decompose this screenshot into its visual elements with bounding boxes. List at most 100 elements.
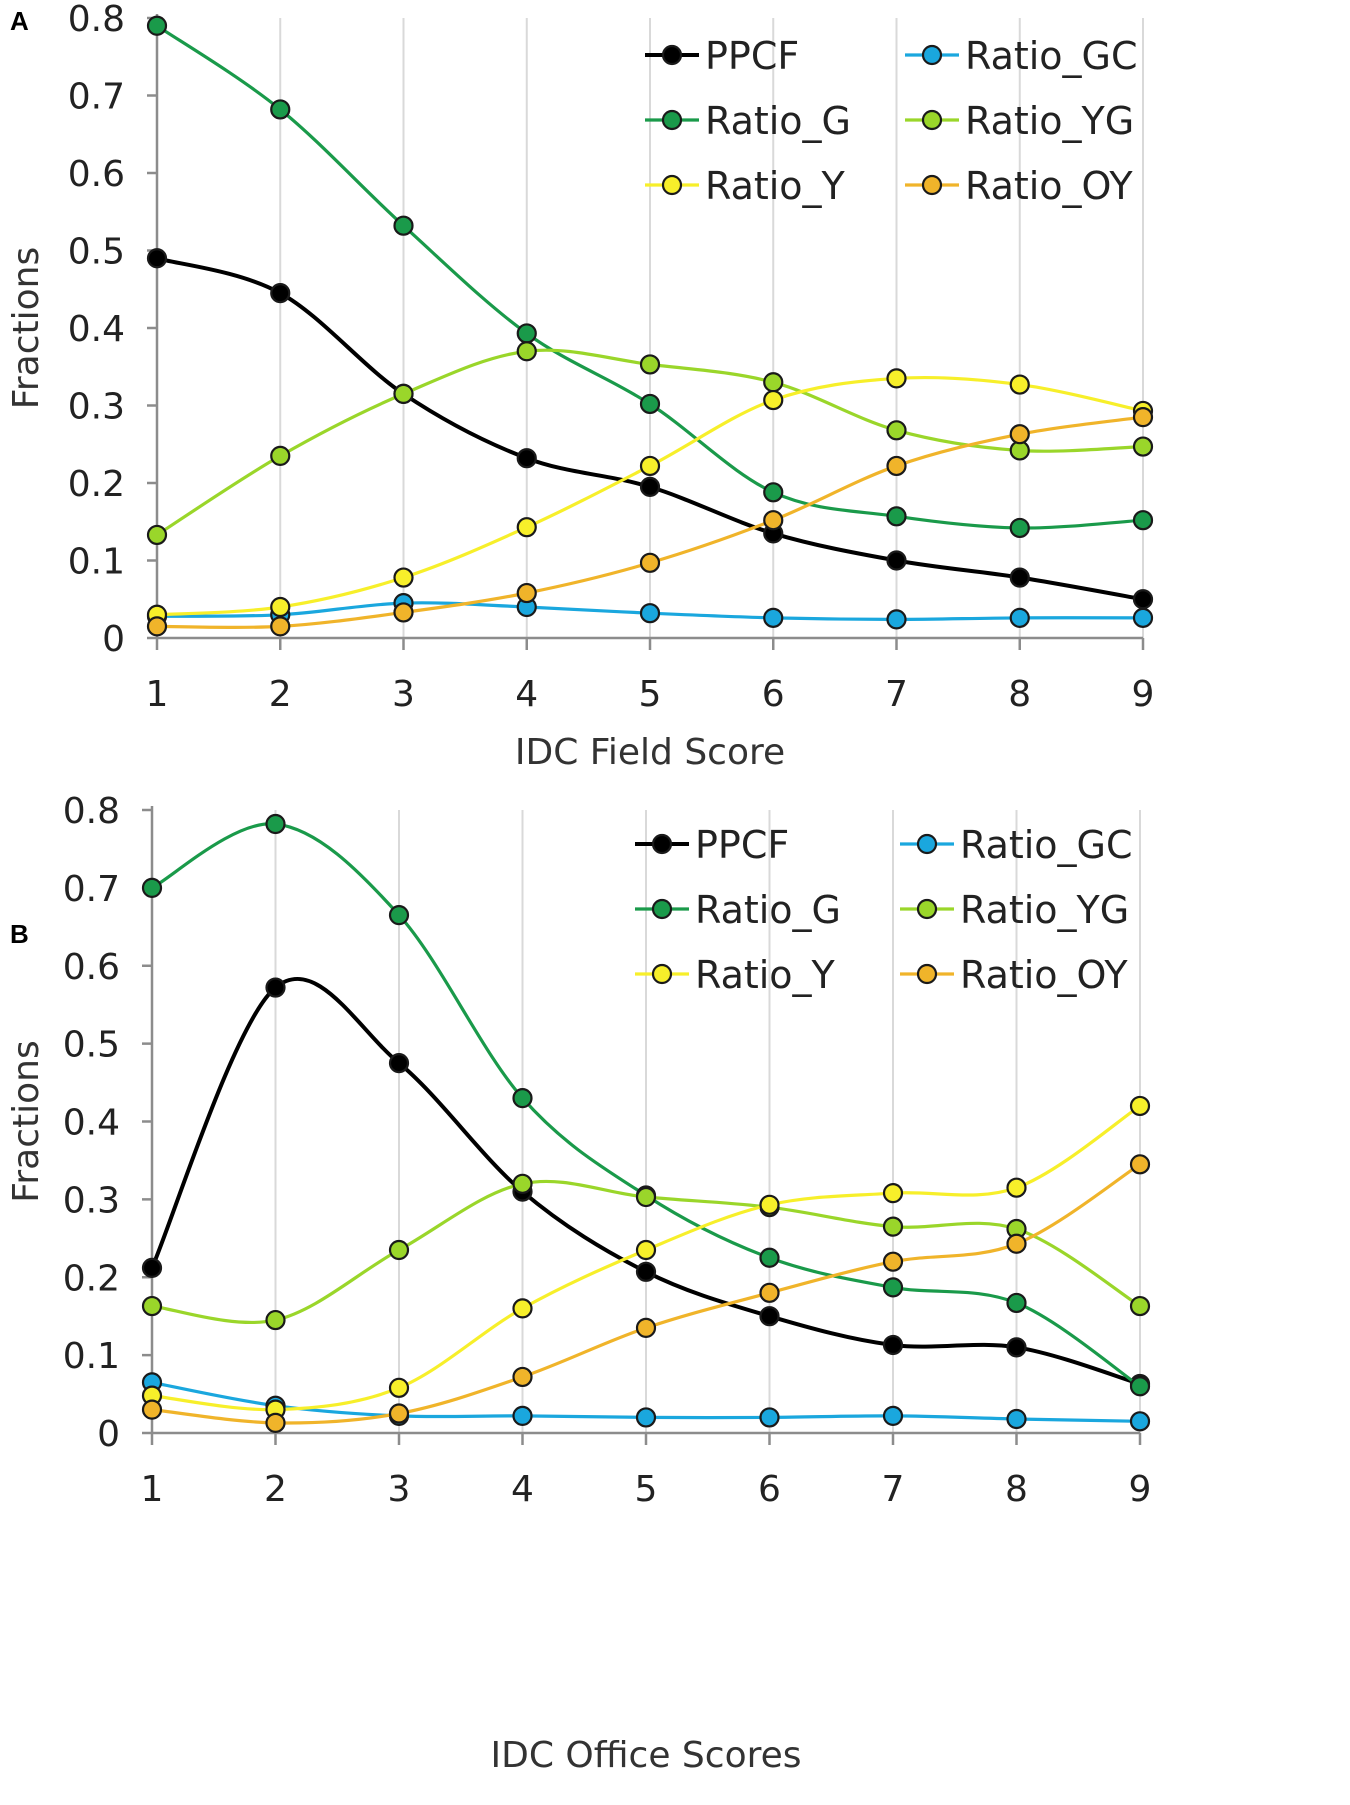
panel-b-point-ratio-gc-x7 — [882, 1405, 904, 1426]
panel-b-line-ratio-g — [151, 822, 1141, 1388]
panel-b-point-ratio-gc-x4 — [512, 1405, 533, 1426]
panel-b-x-tick-label: 4 — [511, 1469, 534, 1510]
panel-b-point-ratio-g-x8 — [1006, 1292, 1027, 1314]
panel-a-point-ratio-g-x1 — [146, 15, 168, 36]
panel-b-point-ratio-oy-x4 — [512, 1366, 533, 1388]
panel-a-point-ppcf-x5 — [639, 476, 661, 497]
panel-b-point-ratio-g-x2 — [265, 813, 286, 835]
panel-b-point-ppcf-x8 — [1006, 1337, 1027, 1358]
panel-b-letter: B — [10, 919, 29, 949]
panel-b-point-ppcf-x1 — [141, 1257, 163, 1279]
panel-a-point-ratio-y-x6 — [763, 389, 784, 411]
panel-a-point-ratio-oy-x9 — [1132, 407, 1154, 428]
panel-a-y-tick-label: 0 — [102, 619, 125, 660]
panel-b-y-tick-label: 0.5 — [63, 1025, 120, 1066]
panel-b-point-ratio-yg-x4 — [512, 1173, 533, 1194]
panel-b-point-ratio-y-x6 — [759, 1194, 780, 1215]
panel-b-legend-marker-ratio-y — [651, 963, 673, 985]
panel-b-point-ratio-g-x4 — [512, 1088, 533, 1109]
panel-a-point-ratio-oy-x7 — [886, 455, 907, 477]
panel-a-legend-label-ratio-yg: Ratio_YG — [965, 99, 1134, 143]
panel-a-legend-marker-ratio-oy — [921, 174, 943, 196]
panel-a-y-tick-label: 0.3 — [68, 387, 125, 428]
panel-b-point-ratio-oy-x2 — [265, 1412, 286, 1433]
panel-a-x-tick-label: 1 — [146, 674, 169, 715]
panel-a-y-tick-label: 0.7 — [68, 77, 125, 118]
panel-b-y-tick-label: 0.2 — [63, 1258, 120, 1299]
panel-a-point-ppcf-x1 — [146, 248, 168, 269]
panel-a-legend-marker-ratio-gc — [921, 44, 943, 66]
panel-b-point-ratio-gc-x9 — [1129, 1411, 1151, 1432]
panel-b-legend-label-ratio-yg: Ratio_YG — [960, 888, 1129, 932]
panel-a-y-tick-label: 0.4 — [68, 309, 125, 350]
panel-b-x-tick-label: 1 — [141, 1469, 164, 1510]
panel-a-x-tick-label: 9 — [1132, 674, 1155, 715]
panel-a-x-tick-label: 2 — [269, 674, 292, 715]
panel-a-y-tick-label: 0.1 — [68, 542, 125, 583]
panel-b-point-ratio-y-x9 — [1129, 1095, 1151, 1117]
panel-b-series-ratio-oy — [141, 1154, 1151, 1433]
panel-a-point-ratio-gc-x7 — [886, 609, 907, 630]
panel-b-y-tick-label: 0.1 — [63, 1336, 120, 1377]
panel-b-y-tick-label: 0.3 — [63, 1180, 120, 1221]
panel-b-x-tick-label: 3 — [388, 1469, 411, 1510]
panel-a-point-ppcf-x4 — [516, 448, 537, 469]
panel-a-point-ppcf-x9 — [1132, 589, 1154, 610]
panel-a-x-tick-label: 4 — [515, 674, 538, 715]
panel-b-point-ratio-g-x6 — [759, 1247, 780, 1268]
panel-a-legend-label-ratio-y: Ratio_Y — [705, 164, 846, 208]
panel-b-point-ratio-yg-x2 — [265, 1309, 286, 1331]
panel-a-point-ratio-gc-x9 — [1132, 607, 1154, 628]
panel-a-legend-marker-ppcf — [661, 44, 683, 66]
panel-a-point-ratio-y-x3 — [393, 567, 414, 588]
panel-a-point-ppcf-x7 — [886, 550, 907, 571]
panel-b-legend-label-ratio-gc: Ratio_GC — [960, 823, 1133, 867]
panel-b-point-ratio-oy-x5 — [635, 1317, 657, 1338]
panel-a-point-ppcf-x8 — [1009, 567, 1030, 588]
panel-b-point-ratio-yg-x3 — [388, 1239, 410, 1261]
panel-b-y-axis-title: Fractions — [6, 1040, 47, 1202]
panel-a-legend-marker-ratio-g — [661, 109, 683, 131]
panel-b-point-ratio-g-x1 — [141, 877, 163, 898]
panel-a-legend-marker-ratio-yg — [921, 109, 943, 131]
panel-a-point-ratio-g-x8 — [1009, 517, 1030, 539]
panel-b-point-ratio-g-x7 — [882, 1277, 904, 1298]
panel-a-point-ppcf-x2 — [270, 283, 291, 304]
panel-a-point-ratio-oy-x8 — [1009, 424, 1030, 445]
panel-b-point-ratio-oy-x8 — [1006, 1233, 1027, 1254]
panel-a-point-ratio-oy-x1 — [146, 616, 168, 637]
panel-a-letter: A — [10, 6, 29, 36]
panel-b-point-ratio-yg-x9 — [1129, 1295, 1151, 1317]
panel-a-point-ratio-y-x5 — [639, 455, 661, 477]
panel-a-point-ratio-g-x6 — [763, 482, 784, 503]
panel-b-legend-label-ratio-y: Ratio_Y — [695, 953, 836, 997]
panel-b-point-ratio-y-x7 — [882, 1183, 904, 1204]
panel-a-y-tick-label: 0.6 — [68, 154, 125, 195]
panel-a-x-tick-label: 5 — [639, 674, 662, 715]
panel-b-legend-marker-ratio-g — [651, 898, 673, 920]
panel-b-legend-marker-ratio-gc — [916, 833, 938, 855]
panel-b-series-ratio-gc — [141, 1372, 1151, 1432]
panel-a-legend-label-ratio-gc: Ratio_GC — [965, 34, 1138, 78]
panel-b-point-ratio-g-x9 — [1129, 1376, 1151, 1397]
panel-a-legend-label-ratio-g: Ratio_G — [705, 99, 851, 143]
panel-a-point-ratio-y-x8 — [1009, 374, 1030, 395]
panel-b-point-ppcf-x2 — [265, 977, 286, 998]
panel-a-x-tick-label: 6 — [762, 674, 785, 715]
panel-b-point-ratio-y-x4 — [512, 1298, 533, 1319]
panel-a-y-tick-label: 0.5 — [68, 232, 125, 273]
panel-a-point-ratio-yg-x5 — [639, 354, 661, 375]
panel-a-point-ratio-g-x2 — [270, 99, 291, 120]
panel-b-point-ratio-oy-x3 — [388, 1403, 410, 1424]
panel-b: B 1 2 3 4 5 6 7 8 9 0 0.1 0.2 0.3 0.4 0.5 0.6 0.7 0.8 IDC … — [6, 791, 1151, 1776]
panel-a-series-ratio-yg — [146, 341, 1154, 546]
panel-b-legend: PPCF Ratio_GC Ratio_G Ratio_YG Ratio_Y Ratio_… — [635, 823, 1133, 997]
panel-a-point-ratio-oy-x2 — [270, 616, 291, 637]
panel-b-point-ratio-oy-x6 — [759, 1282, 780, 1303]
panel-b-series-ratio-y — [141, 1095, 1151, 1420]
panel-b-x-tick-label: 9 — [1129, 1469, 1152, 1510]
panel-b-y-tick-label: 0.7 — [63, 869, 120, 910]
panel-a-point-ratio-yg-x1 — [146, 524, 168, 546]
panel-b-point-ratio-y-x8 — [1006, 1177, 1027, 1198]
panel-b-x-tick-label: 6 — [758, 1469, 781, 1510]
